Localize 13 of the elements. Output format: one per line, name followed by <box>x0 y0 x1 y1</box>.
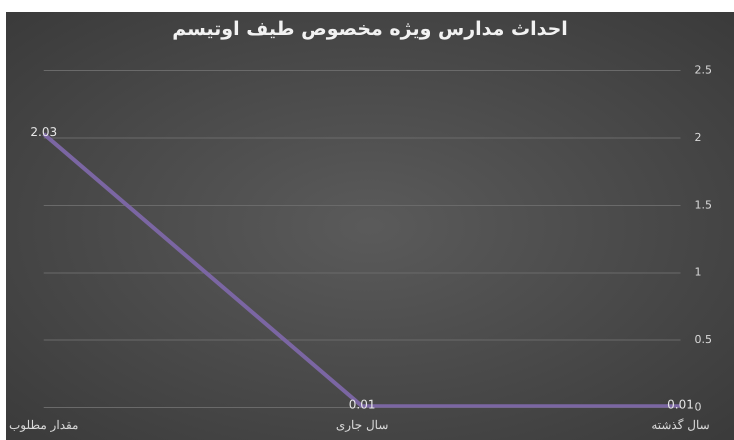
x-tick-label: سال جاری <box>336 418 388 432</box>
y-tick-label: 0 <box>694 400 702 414</box>
x-tick-label: سال گذشته <box>651 418 710 432</box>
y-tick-label: 1 <box>694 266 702 279</box>
data-label: 0.01 <box>348 397 376 412</box>
y-tick-label: 2.5 <box>694 63 712 76</box>
data-label: 2.03 <box>30 125 58 140</box>
chart-title: احداث مدارس ویژه مخصوص طیف اوتیسم <box>171 18 569 40</box>
x-tick-label: مقدار مطلوب <box>9 418 78 432</box>
y-tick-label: 2 <box>694 130 702 144</box>
y-tick-label: 0.5 <box>694 333 712 346</box>
y-tick-label: 1.5 <box>694 198 712 212</box>
data-label: 0.01 <box>667 397 694 412</box>
